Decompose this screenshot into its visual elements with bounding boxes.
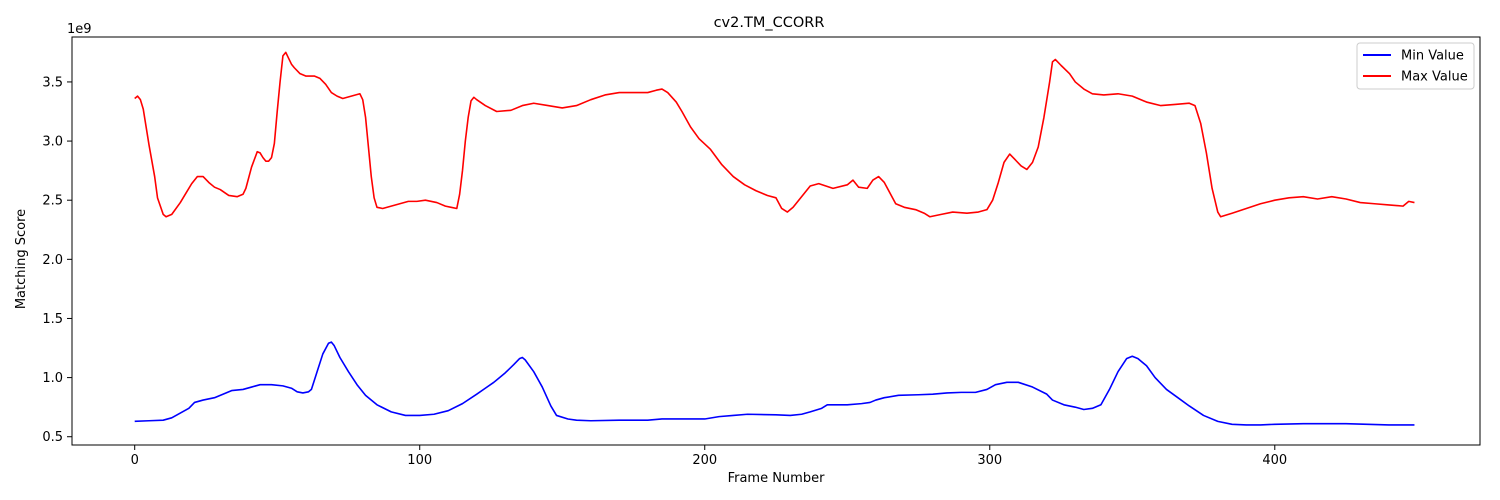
legend-label-min-value: Min Value: [1401, 49, 1464, 64]
x-tick-label: 200: [692, 453, 717, 468]
legend: Min Value Max Value: [1356, 42, 1475, 90]
chart-title: cv2.TM_CCORR: [714, 15, 825, 31]
series-line-min-value: [134, 341, 1415, 426]
x-tick-label: 300: [977, 453, 1002, 468]
x-tick-label: 0: [131, 453, 139, 468]
y-tick-label: 0.5: [42, 430, 63, 445]
x-tick-label: 400: [1262, 453, 1287, 468]
plot-lines: [134, 51, 1415, 426]
y-tick-label: 2.5: [42, 194, 63, 209]
y-tick-label: 1.5: [42, 312, 63, 327]
legend-label-max-value: Max Value: [1401, 70, 1468, 85]
y-axis-scale-label: 1e9: [67, 22, 92, 37]
y-tick-label: 3.0: [42, 135, 63, 150]
y-tick-label: 1.0: [42, 371, 63, 386]
y-axis-label: Matching Score: [14, 209, 29, 309]
axis-ticks: 0 100 200 300 400 0.5 1.0 1.5 2.0 2.5 3.0 3.5: [42, 75, 1287, 468]
x-tick-label: 100: [407, 453, 432, 468]
plot-frame: [71, 36, 1481, 446]
series-line-max-value: [134, 51, 1415, 218]
y-tick-label: 3.5: [42, 75, 63, 90]
y-tick-label: 2.0: [42, 253, 63, 268]
x-axis-label: Frame Number: [728, 471, 826, 486]
